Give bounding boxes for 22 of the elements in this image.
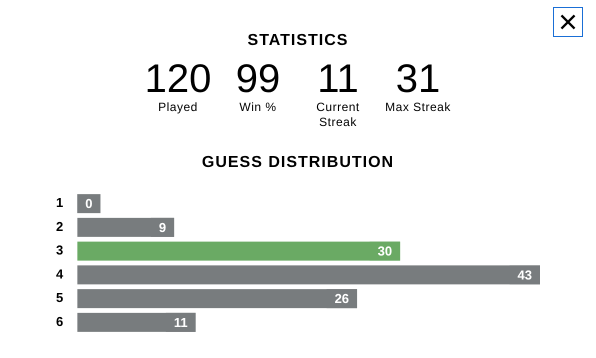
y-tick-label: 3 (56, 242, 64, 258)
data-label: 9 (158, 220, 166, 235)
text: 120 (144, 57, 212, 101)
text: 11 (316, 57, 360, 101)
data-label: 0 (85, 196, 92, 212)
text: 99 (234, 57, 282, 101)
data-label: 43 (518, 267, 532, 282)
data-label: 26 (334, 291, 350, 306)
y-tick-label: 5 (56, 290, 64, 306)
text: 31 (394, 57, 442, 101)
data-label: 11 (174, 314, 188, 330)
text: Win % (238, 100, 278, 115)
text: Max Streak (384, 100, 452, 115)
y-tick-label: 2 (56, 218, 64, 234)
text: Played (157, 100, 199, 115)
y-tick-label: 1 (56, 195, 64, 210)
text: Current Streak (315, 100, 361, 130)
chart-title: GUESS DISTRIBUTION (200, 154, 396, 172)
data-label: 30 (378, 244, 392, 259)
text: STATISTICS (246, 32, 350, 50)
y-tick-label: 4 (56, 266, 64, 282)
y-tick-label: 6 (56, 314, 64, 329)
